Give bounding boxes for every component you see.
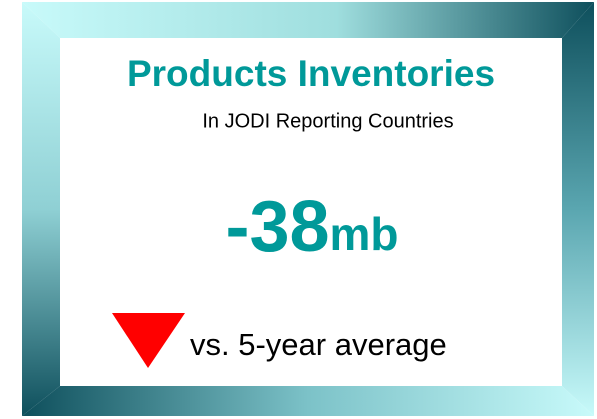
kpi-value: -38 (225, 187, 329, 267)
subtitle: In JODI Reporting Countries (202, 110, 453, 132)
comparison: vs. 5-year average (190, 327, 447, 362)
frame-bottom (22, 386, 594, 416)
frame (22, 2, 594, 416)
kpi: -38mb (225, 187, 398, 267)
title: Products Inventories (127, 53, 495, 94)
frame-top (22, 2, 594, 38)
frame-left (22, 2, 60, 416)
kpi-unit: mb (330, 208, 399, 260)
frame-right (562, 2, 594, 416)
down-arrow (112, 313, 185, 368)
